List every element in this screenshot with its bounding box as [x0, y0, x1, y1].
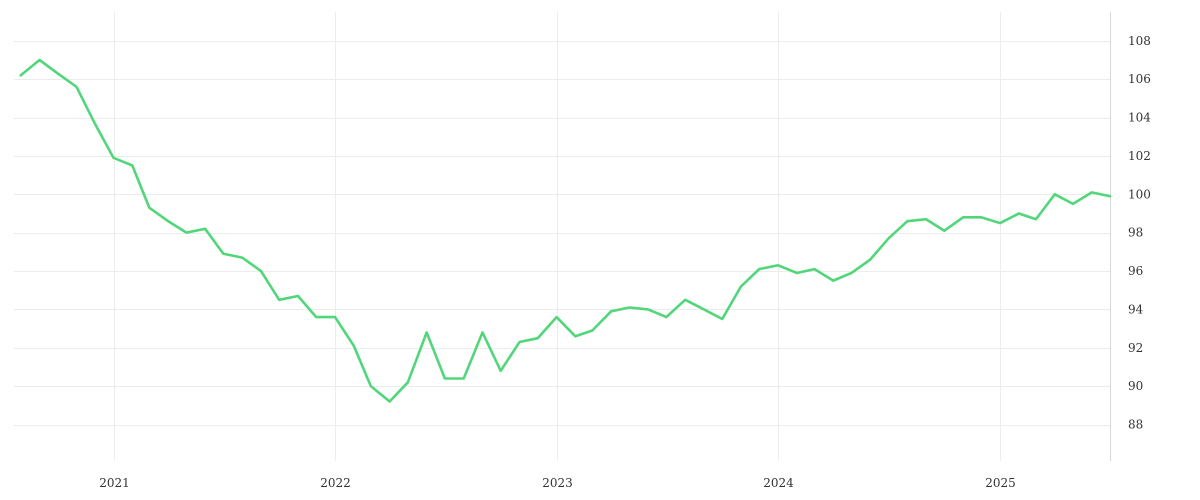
- y-tick-label: 90: [1128, 379, 1143, 393]
- y-tick-label: 92: [1128, 341, 1143, 355]
- y-tick-label: 106: [1128, 72, 1151, 86]
- grid-lines: [14, 12, 1110, 461]
- y-tick-label: 104: [1128, 111, 1151, 125]
- y-tick-label: 108: [1128, 34, 1151, 48]
- y-tick-label: 100: [1128, 187, 1151, 201]
- y-tick-label: 98: [1128, 226, 1143, 240]
- y-tick-label: 94: [1128, 302, 1144, 316]
- x-tick-label: 2025: [985, 476, 1016, 490]
- x-tick-label: 2021: [99, 476, 130, 490]
- x-tick-label: 2023: [542, 476, 573, 490]
- y-tick-label: 102: [1128, 149, 1151, 163]
- x-tick-label: 2024: [763, 476, 794, 490]
- y-tick-label: 88: [1128, 418, 1143, 432]
- tick-labels: 88 90 92 94 96 98 100 102 104 106 108 2021 2022 2023 2…: [99, 34, 1151, 490]
- series-line: [19, 58, 1112, 403]
- x-tick-label: 2022: [320, 476, 351, 490]
- series-layer: [19, 58, 1112, 403]
- y-tick-label: 96: [1128, 264, 1143, 278]
